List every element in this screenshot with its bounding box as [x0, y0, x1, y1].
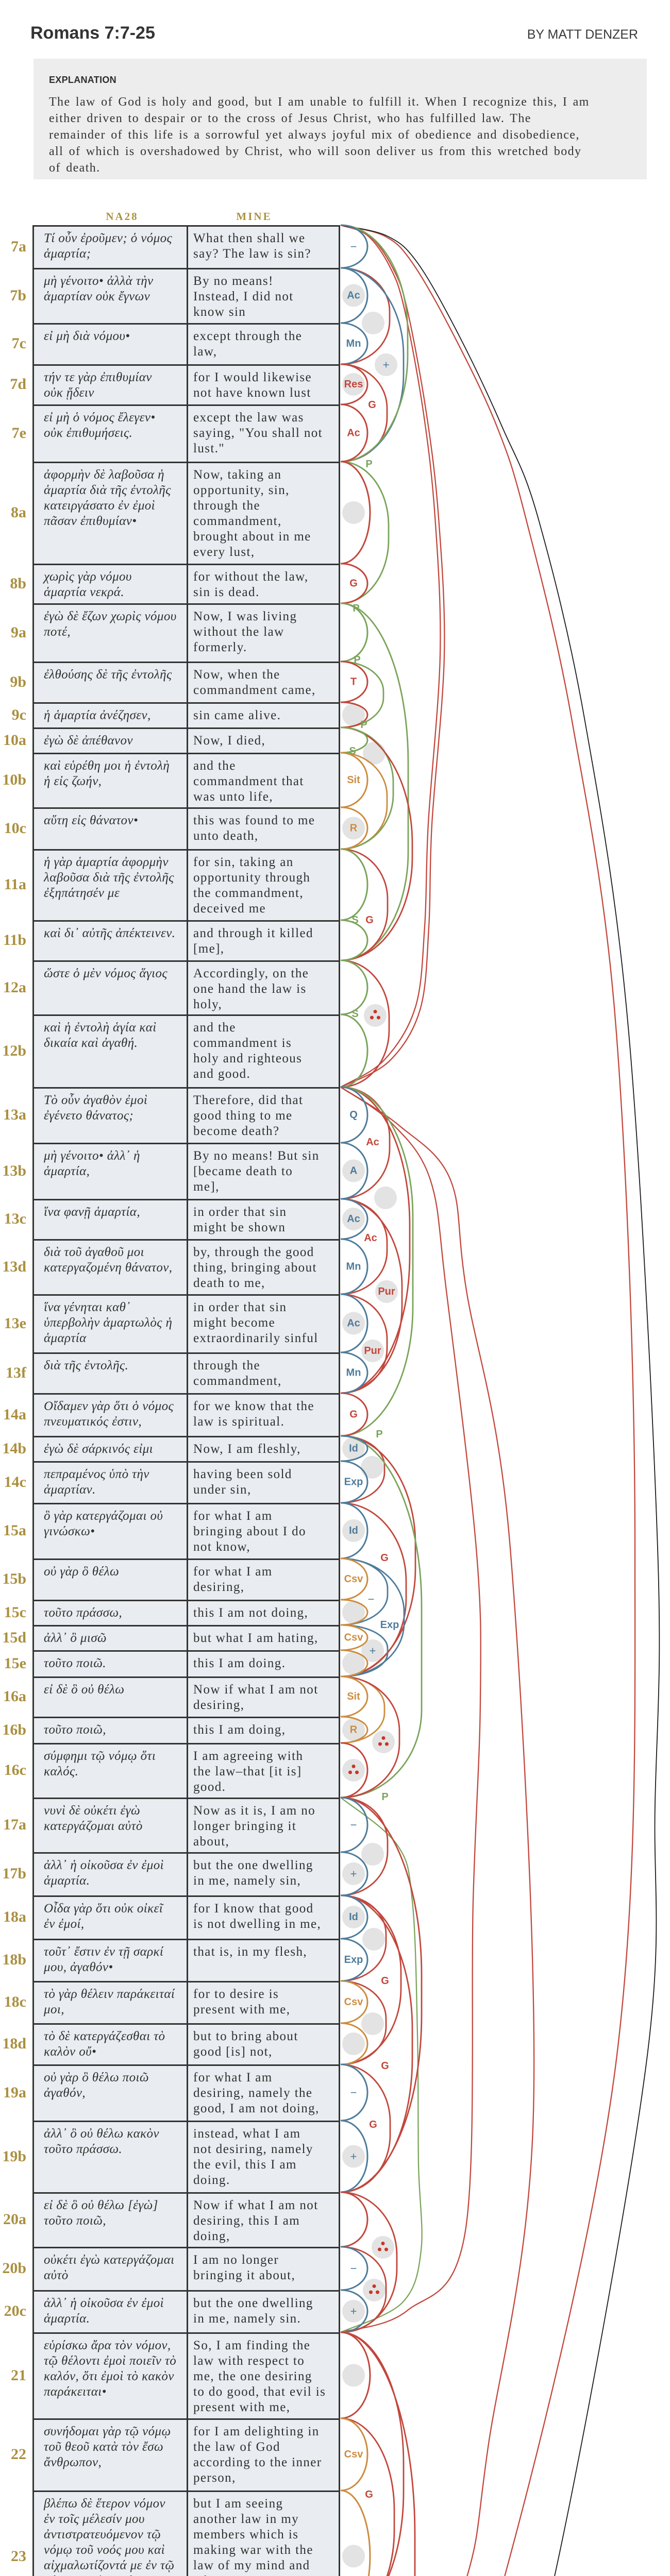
svg-text:G: G: [381, 1975, 389, 1987]
svg-text:Csv: Csv: [344, 2449, 364, 2460]
svg-text:T: T: [350, 676, 357, 688]
svg-text:Id: Id: [349, 1525, 358, 1536]
svg-text:Csv: Csv: [344, 1573, 364, 1585]
svg-text:G: G: [349, 1409, 358, 1420]
svg-text:Ac: Ac: [347, 428, 360, 439]
svg-text:G: G: [368, 399, 376, 411]
svg-text:P: P: [365, 459, 372, 470]
svg-text:+: +: [350, 1868, 357, 1880]
svg-text:Sit: Sit: [347, 1691, 360, 1702]
svg-text:G: G: [365, 914, 374, 926]
svg-text:Ac: Ac: [364, 1232, 377, 1244]
svg-text:Q: Q: [349, 1109, 358, 1121]
svg-text:−: −: [350, 2086, 357, 2099]
svg-text:P: P: [354, 654, 360, 666]
svg-text:Sit: Sit: [347, 774, 360, 786]
svg-text:Id: Id: [349, 1911, 358, 1923]
svg-text:R: R: [350, 823, 358, 834]
svg-text:Csv: Csv: [344, 1996, 364, 2008]
svg-text:Ac: Ac: [347, 1213, 360, 1225]
svg-text:G: G: [380, 1552, 389, 1564]
svg-text:Mn: Mn: [346, 1261, 361, 1273]
svg-text:P: P: [353, 603, 359, 614]
svg-text:−: −: [368, 1593, 375, 1606]
svg-text:−: −: [350, 240, 357, 253]
svg-text:+: +: [383, 359, 390, 371]
svg-text:+: +: [350, 2150, 357, 2163]
svg-text:R: R: [350, 1724, 358, 1736]
svg-text:S: S: [351, 1008, 358, 1020]
svg-text:G: G: [369, 2119, 377, 2130]
svg-text:+: +: [370, 1645, 376, 1657]
svg-text:Mn: Mn: [346, 338, 361, 349]
svg-text:Csv: Csv: [344, 1632, 364, 1643]
svg-text:Exp: Exp: [344, 1954, 363, 1965]
svg-text:G: G: [365, 2489, 373, 2500]
svg-text:Exp: Exp: [380, 1619, 399, 1631]
svg-text:Res: Res: [344, 379, 363, 390]
svg-text:Id: Id: [349, 1443, 358, 1454]
svg-text:Ac: Ac: [347, 290, 360, 301]
svg-text:+: +: [350, 2305, 357, 2318]
svg-text:−: −: [350, 2262, 357, 2275]
svg-text:Pur: Pur: [378, 1286, 395, 1297]
svg-text:A: A: [350, 1165, 357, 1177]
svg-text:S: S: [349, 745, 356, 757]
svg-text:S: S: [351, 914, 358, 926]
svg-text:Exp: Exp: [344, 1477, 363, 1488]
svg-text:Mn: Mn: [346, 1367, 361, 1379]
svg-text:G: G: [381, 2060, 389, 2072]
svg-text:−: −: [350, 1819, 357, 1832]
svg-text:P: P: [360, 719, 367, 731]
svg-text:G: G: [349, 578, 358, 589]
svg-text:Pur: Pur: [364, 1345, 381, 1357]
svg-text:P: P: [376, 1429, 382, 1440]
svg-text:P: P: [381, 1791, 388, 1803]
svg-text:Ac: Ac: [347, 1318, 360, 1329]
svg-text:Ac: Ac: [366, 1137, 379, 1148]
